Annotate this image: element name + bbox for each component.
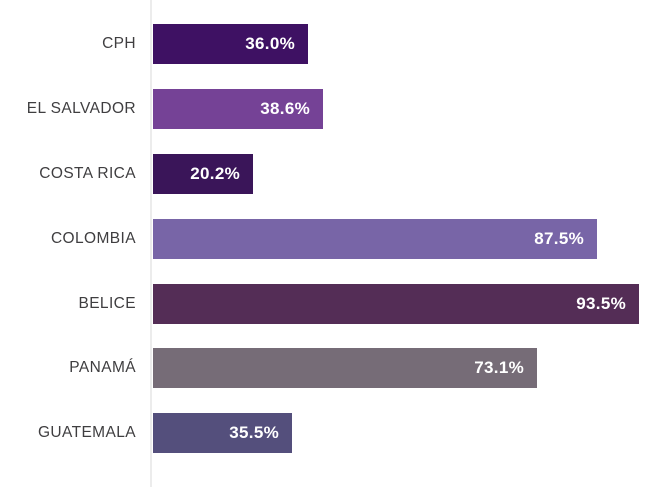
value-label: 35.5% (229, 423, 279, 443)
chart-row: BELICE 93.5% (0, 271, 652, 336)
value-label: 73.1% (474, 358, 524, 378)
bar-track: 38.6% (153, 89, 652, 130)
value-label: 36.0% (245, 34, 295, 54)
y-axis-line (150, 0, 152, 487)
chart-row: COLOMBIA 87.5% (0, 206, 652, 271)
category-label: PANAMÁ (69, 359, 136, 377)
bar-track: 87.5% (153, 218, 652, 259)
bar-track: 35.5% (153, 413, 652, 454)
value-label: 93.5% (576, 293, 626, 313)
category-label: BELICE (78, 294, 136, 312)
value-label: 20.2% (190, 163, 240, 183)
chart-row: PANAMÁ 73.1% (0, 336, 652, 401)
chart-row: GUATEMALA 35.5% (0, 401, 652, 466)
bar: 87.5% (153, 218, 597, 259)
category-label: COSTA RICA (39, 164, 136, 182)
chart-row: CPH 36.0% (0, 12, 652, 77)
bar: 73.1% (153, 348, 537, 389)
category-label: GUATEMALA (37, 424, 136, 442)
chart-row: COSTA RICA 20.2% (0, 142, 652, 207)
category-label: EL SALVADOR (26, 100, 136, 118)
bar: 93.5% (153, 283, 639, 324)
bar-track: 93.5% (153, 283, 652, 324)
value-label: 87.5% (534, 228, 584, 248)
bar: 38.6% (153, 89, 323, 130)
chart-row: EL SALVADOR 38.6% (0, 77, 652, 142)
bar: 20.2% (153, 153, 253, 194)
category-label: COLOMBIA (50, 229, 136, 247)
bar: 36.0% (153, 24, 308, 65)
chart-rows: CPH 36.0% EL SALVADOR 38.6% COSTA RICA 20.2% C… (0, 12, 652, 466)
bar-track: 73.1% (153, 348, 652, 389)
category-label: CPH (102, 35, 136, 53)
value-label: 38.6% (260, 99, 310, 119)
bar: 35.5% (153, 413, 292, 454)
bar-track: 36.0% (153, 24, 652, 65)
bar-track: 20.2% (153, 153, 652, 194)
